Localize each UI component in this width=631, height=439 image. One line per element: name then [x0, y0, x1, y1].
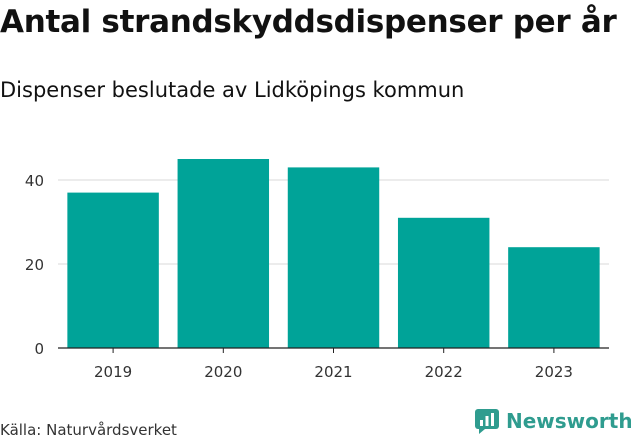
chart-subtitle: Dispenser beslutade av Lidköpings kommun	[0, 78, 465, 102]
source-note: Källa: Naturvårdsverket	[0, 421, 177, 439]
newsworthy-logo-icon	[475, 409, 499, 434]
x-tick-label: 2020	[204, 363, 242, 381]
x-tick-label: 2021	[314, 363, 352, 381]
y-tick-label: 20	[25, 256, 44, 274]
x-tick-label: 2019	[94, 363, 132, 381]
bar-2022	[397, 217, 490, 348]
brand-logo: Newsworthy	[474, 408, 631, 434]
chart-title: Antal strandskyddsdispenser per år	[0, 4, 617, 40]
x-tick-label: 2023	[535, 363, 573, 381]
y-tick-label: 0	[34, 340, 44, 358]
bar-2023	[508, 247, 600, 348]
y-tick-label: 40	[25, 172, 44, 190]
bar-2019	[67, 192, 159, 348]
x-tick-label: 2022	[425, 363, 463, 381]
bar-2020	[177, 159, 270, 348]
brand-name: Newsworthy	[506, 409, 631, 433]
bar-2021	[287, 167, 380, 348]
